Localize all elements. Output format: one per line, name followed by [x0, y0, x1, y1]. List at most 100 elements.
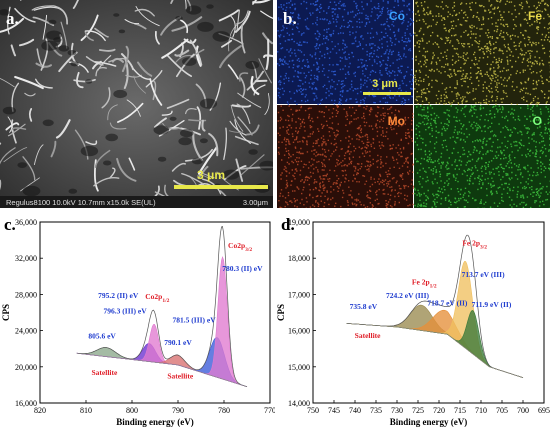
sem-flake — [238, 72, 249, 82]
sem-flake — [171, 16, 203, 32]
sem-flake — [152, 80, 157, 101]
sem-flake — [250, 75, 260, 96]
sem-flake — [184, 148, 213, 162]
panel-c: 820 810 800 790 780 770 16,000 20,000 24,000 28,0… — [0, 212, 276, 438]
y-tick-label: 17,000 — [288, 290, 310, 299]
sem-flake — [35, 62, 53, 68]
sem-pore — [68, 188, 78, 194]
sem-flake — [184, 0, 187, 10]
sem-flake — [209, 82, 222, 111]
eds-element-label: Mo — [388, 114, 405, 128]
sem-pore — [222, 169, 240, 180]
sem-info-text: Regulus8100 10.0kV 10.7mm x15.0k SE(UL) — [6, 198, 156, 207]
peak-annotation: 781.5 (III) eV — [173, 315, 217, 324]
envelope-line — [76, 226, 248, 388]
eds-map-bg — [414, 0, 550, 104]
sem-flake — [154, 30, 160, 45]
sem-pore — [48, 19, 57, 25]
sem-flake — [98, 48, 116, 52]
sem-flake — [154, 185, 160, 198]
sem-flake — [55, 119, 71, 139]
peak-annotation: Co2p1/2 — [145, 292, 169, 304]
sem-pore — [41, 40, 59, 51]
x-tick-label: 705 — [496, 406, 508, 415]
peak-annotation: 711.9 eV (II) — [472, 300, 512, 309]
sem-pore — [113, 13, 120, 17]
sem-flake — [181, 172, 204, 185]
eds-element-label: Co — [389, 9, 405, 23]
sem-flake — [201, 119, 206, 132]
panel-b: Co Fe Mo O 3 μm b. — [277, 0, 550, 211]
y-tick-label: 19,000 — [288, 218, 310, 227]
sem-flake — [154, 117, 167, 128]
sem-flake — [108, 57, 126, 63]
sem-flake — [85, 140, 98, 146]
y-tick-label: 36,000 — [15, 218, 37, 227]
scale-bar-label-b: 3 μm — [372, 78, 398, 90]
sem-pore — [17, 162, 28, 169]
sem-pore — [85, 79, 93, 84]
plot-frame — [312, 221, 545, 404]
sem-pore — [53, 37, 62, 43]
sem-pore — [175, 16, 183, 21]
sem-flake — [101, 87, 111, 109]
sem-flake — [218, 9, 240, 22]
eds-maps: Co Fe Mo O 3 μm b. — [277, 0, 550, 211]
sem-flake — [171, 162, 186, 172]
panel-label: c. — [4, 215, 16, 234]
sem-pore — [2, 106, 17, 115]
peak-annotation: 724.2 eV (III) — [386, 291, 429, 300]
sem-image: 3 μm Regulus8100 10.0kV 10.7mm x15.0k SE… — [0, 0, 276, 217]
sem-pore — [259, 160, 276, 171]
sem-pore — [180, 129, 194, 138]
sem-flake — [237, 92, 262, 108]
x-tick-label: 730 — [391, 406, 403, 415]
sem-pore — [105, 133, 118, 142]
sem-flake — [76, 71, 84, 89]
sem-flake — [107, 104, 118, 121]
sem-flake — [235, 158, 244, 182]
peak-fit-718.7 — [346, 309, 524, 378]
y-tick-label: 24,000 — [15, 327, 37, 336]
sem-flake — [192, 131, 204, 162]
sem-pore — [0, 9, 10, 16]
eds-map-co: Co — [277, 0, 415, 105]
sem-pore — [22, 185, 41, 197]
sem-pore — [70, 61, 79, 67]
sem-flake — [93, 159, 99, 192]
sem-flake — [223, 127, 227, 161]
sem-flake — [72, 0, 80, 9]
x-tick-label: 745 — [328, 406, 340, 415]
x-axis-label: Binding energy (eV) — [390, 417, 468, 427]
sem-pore — [197, 21, 214, 32]
sem-flake — [94, 61, 117, 67]
peak-annotation: 718.7 eV (II) — [427, 298, 468, 307]
sem-flake — [135, 5, 160, 27]
sem-pore — [157, 156, 167, 162]
sem-flake — [84, 30, 106, 42]
sem-flake — [134, 8, 155, 17]
sem-flake — [7, 123, 26, 137]
sem-pore — [185, 5, 202, 15]
peak-annotation: 735.8 eV — [350, 302, 378, 311]
x-tick-label: 735 — [370, 406, 382, 415]
sem-flake — [117, 102, 144, 123]
sem-flake — [94, 149, 111, 169]
sem-flake — [230, 15, 236, 38]
panel-label-b: b. — [283, 9, 297, 28]
sem-flake — [0, 147, 16, 165]
sem-flake — [121, 45, 130, 73]
x-tick-label: 715 — [454, 406, 466, 415]
peak-annotation: 805.6 eV — [88, 332, 116, 341]
x-tick-label: 780 — [218, 406, 230, 415]
sem-flake — [252, 0, 258, 5]
sem-flake — [133, 75, 147, 94]
baseline-line — [76, 352, 248, 387]
peak-annotation: Satellite — [355, 331, 381, 340]
eds-map-dots — [277, 0, 415, 105]
peak-annotation: Satellite — [91, 368, 117, 377]
panel-d: 750 745 740 735 730 725 720 715 710 705 700 695 14,0… — [276, 212, 550, 438]
y-tick-label: 32,000 — [15, 254, 37, 263]
sem-flake — [196, 106, 202, 130]
sem-flake — [0, 17, 24, 33]
